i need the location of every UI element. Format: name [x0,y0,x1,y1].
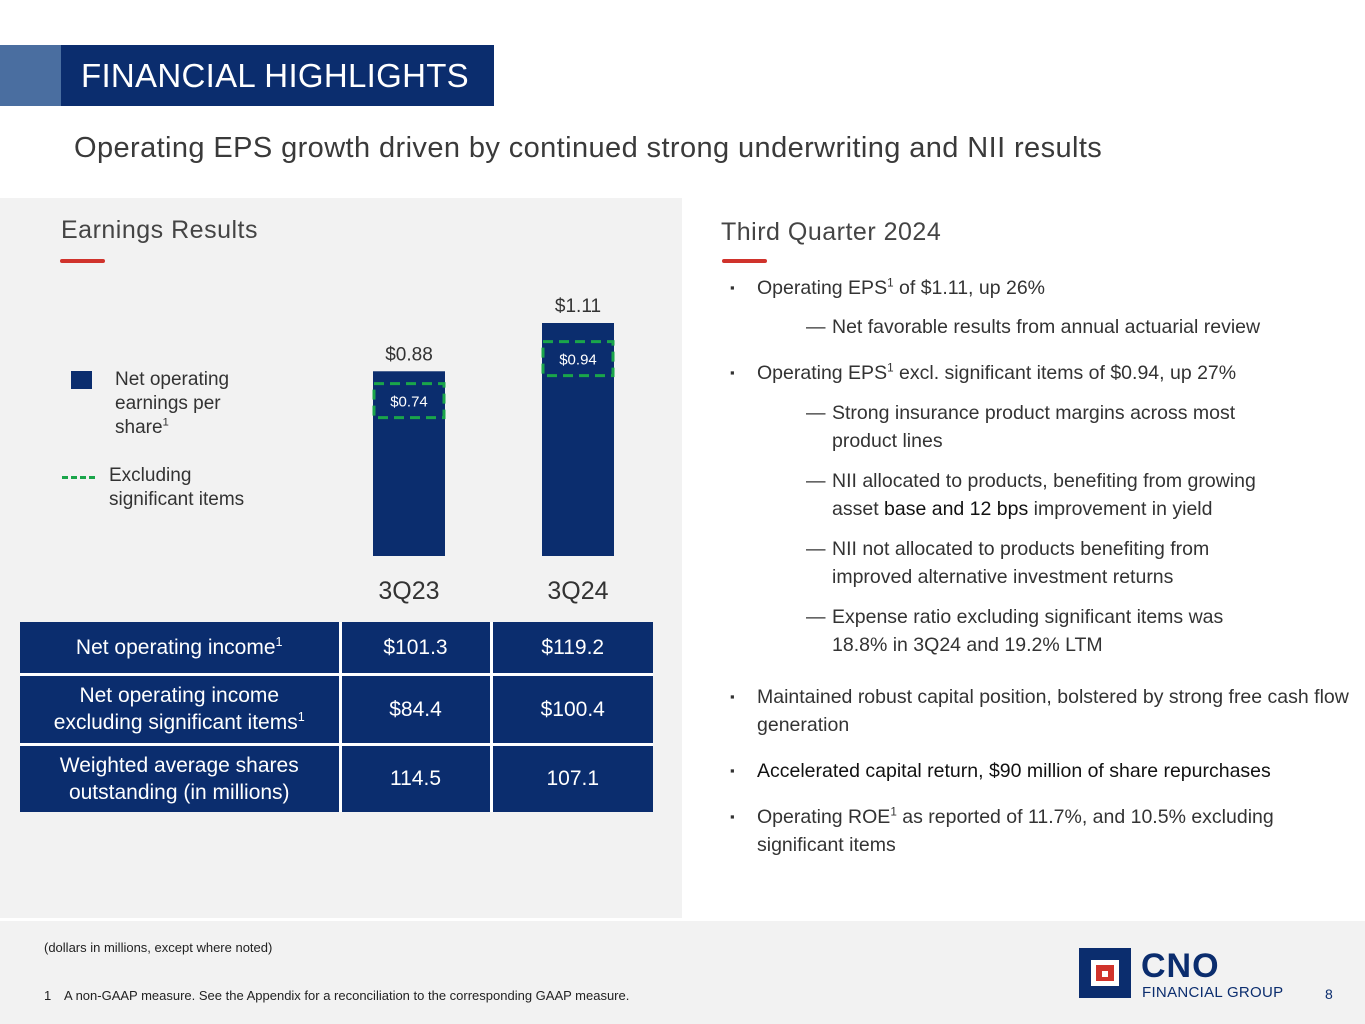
units-note: (dollars in millions, except where noted… [44,940,273,955]
financial-table: Net operating income1 $101.3 $119.2 Net ope… [20,622,653,812]
excl-sig-marker [372,382,446,420]
bar-3Q24 [542,323,614,556]
list-item: ▪ Maintained robust capital position, bo… [730,686,1349,736]
table-row: Weighted average shares outstanding (in … [20,742,653,812]
table-cell-3q23: $101.3 [338,622,493,676]
page-number: 8 [1325,986,1333,1002]
legend-dashed-label: Excluding significant items [109,465,245,510]
legend-series-swatch [71,371,92,389]
list-item: ▪ Operating EPS1 of $1.11, up 26% [730,274,1045,302]
table-row: Net operating income1 $101.3 $119.2 [20,622,653,676]
table-cell-3q24: $119.2 [489,622,653,676]
table-row-label: Net operating income1 [20,622,342,676]
table-row-label: Net operating income excluding significa… [20,672,342,746]
eps-bar-chart: $0.88 $0.74 3Q23 $1.11 $0.94 3Q24 [372,296,615,605]
table-cell-3q24: $100.4 [489,672,653,746]
logo-wordmark: CNO [1141,947,1220,985]
list-subitem: — Strong insurance product margins acros… [806,402,1236,452]
bar-value-label: $1.11 [555,296,601,317]
earnings-title-underline [60,259,105,263]
logo-subtitle: FINANCIAL GROUP [1142,984,1284,1001]
list-item: ▪ Operating EPS1 excl. significant items… [730,361,1237,384]
footer [0,921,1365,1024]
earnings-section-title: Earnings Results [61,216,258,244]
bar-3Q23 [373,371,445,556]
category-label: 3Q23 [378,577,439,605]
page-subtitle: Operating EPS growth driven by continued… [74,132,1103,164]
list-subitem: — Expense ratio excluding significant it… [806,606,1224,656]
footnote-text: A non-GAAP measure. See the Appendix for… [64,988,630,1003]
table-cell-3q24: 107.1 [489,742,653,812]
excl-sig-value-label: $0.74 [390,394,428,411]
list-item: ▪ Accelerated capital return, $90 millio… [730,760,1271,782]
footnote-number: 1 [44,988,52,1003]
page-title: FINANCIAL HIGHLIGHTS [61,45,494,106]
list-item: ▪ Operating ROE1 as reported of 11.7%, a… [730,805,1274,856]
quarter-section-title: Third Quarter 2024 [721,218,942,246]
legend-series-label: Net operating earnings per share1 [115,369,230,438]
quarter-title-underline [722,259,767,263]
list-subitem: — NII not allocated to products benefiti… [806,538,1210,588]
banner-accent [0,45,61,106]
excl-sig-marker [541,340,615,378]
bullet-marker: ▪ [730,280,735,295]
list-subitem: — Net favorable results from annual actu… [806,316,1261,338]
table-row: Net operating income excluding significa… [20,672,653,746]
table-cell-3q23: 114.5 [338,742,493,812]
cno-logo-icon [1079,948,1131,998]
table-cell-3q23: $84.4 [338,672,493,746]
excl-sig-value-label: $0.94 [559,352,597,369]
bar-value-label: $0.88 [385,344,433,365]
category-label: 3Q24 [547,577,608,605]
legend-dashed-swatch [62,476,95,479]
table-row-label: Weighted average shares outstanding (in … [20,742,342,812]
list-subitem: — NII allocated to products, benefiting … [806,470,1256,520]
